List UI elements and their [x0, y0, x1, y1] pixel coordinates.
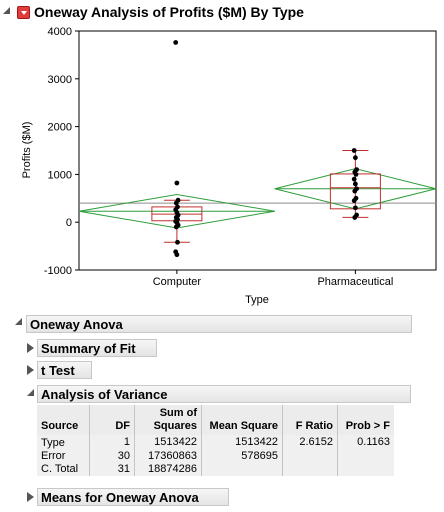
table-row: C. Total 31 18874286 [37, 463, 394, 476]
cell-ms [201, 463, 283, 476]
y-tick-label: 2000 [48, 122, 72, 134]
x-tick-label: Pharmaceutical [317, 276, 393, 288]
means-for-oneway-anova-title: Means for Oneway Anova [41, 489, 199, 505]
x-tick-label: Computer [153, 276, 202, 288]
data-point[interactable] [173, 40, 179, 45]
cell-ss: 1513422 [134, 435, 202, 450]
header-ss-line1: Sum of [159, 407, 197, 419]
cell-f [282, 463, 338, 476]
data-point[interactable] [173, 200, 179, 206]
summary-of-fit-title: Summary of Fit [41, 340, 136, 356]
analysis-of-variance-header[interactable]: Analysis of Variance [37, 385, 411, 403]
x-axis: Computer Pharmaceutical [153, 270, 393, 288]
data-point[interactable] [352, 188, 358, 194]
table-row: Error 30 17360863 578695 [37, 450, 394, 463]
cell-f: 2.6152 [282, 435, 338, 450]
oneway-anova-header[interactable]: Oneway Anova [26, 315, 412, 333]
y-tick-label: 1000 [48, 169, 72, 181]
anova-table-container: Source DF Sum of Squares Mean Square F R… [37, 405, 394, 476]
header-f-ratio: F Ratio [282, 405, 338, 435]
data-point[interactable] [351, 198, 357, 204]
report-disclosure-icon[interactable] [3, 7, 10, 14]
y-axis-label: Profits ($M) [21, 122, 33, 179]
header-sum-of-squares: Sum of Squares [134, 405, 202, 435]
red-triangle-menu-icon[interactable] [17, 6, 30, 19]
data-point[interactable] [351, 176, 357, 182]
t-test-title: t Test [41, 362, 75, 378]
y-tick-label: -1000 [44, 265, 72, 277]
oneway-anova-title: Oneway Anova [30, 316, 123, 332]
y-axis: -1000 0 1000 2000 3000 4000 [44, 26, 79, 277]
cell-df: 30 [89, 450, 135, 463]
means-disclosure-icon[interactable] [27, 492, 34, 502]
data-point[interactable] [174, 180, 180, 186]
y-tick-label: 3000 [48, 74, 72, 86]
anova-table: Source DF Sum of Squares Mean Square F R… [37, 405, 394, 476]
header-df: DF [89, 405, 135, 435]
data-point[interactable] [352, 215, 358, 220]
data-point[interactable] [351, 148, 357, 153]
header-prob-f: Prob > F [337, 405, 394, 435]
oneway-anova-disclosure-icon[interactable] [15, 318, 22, 325]
header-source: Source [37, 405, 90, 435]
cell-source: Error [37, 450, 90, 463]
data-point[interactable] [352, 181, 358, 187]
data-point[interactable] [175, 239, 180, 245]
header-mean-square: Mean Square [201, 405, 283, 435]
means-for-oneway-anova-header[interactable]: Means for Oneway Anova [37, 488, 229, 506]
cell-ss: 17360863 [134, 450, 202, 463]
x-axis-label: Type [245, 294, 269, 306]
t-test-disclosure-icon[interactable] [27, 365, 34, 375]
analysis-of-variance-disclosure-icon[interactable] [27, 389, 34, 396]
data-point[interactable] [173, 224, 179, 230]
cell-p: 0.1163 [337, 435, 394, 450]
oneway-chart[interactable]: -1000 0 1000 2000 3000 4000 Computer Pharmaceu… [0, 22, 444, 310]
table-row: Type 1 1513422 1513422 2.6152 0.1163 [37, 435, 394, 450]
plot-frame [78, 30, 437, 271]
data-point[interactable] [353, 172, 359, 177]
cell-source: C. Total [37, 463, 90, 476]
data-point[interactable] [352, 205, 358, 211]
cell-p [337, 450, 394, 463]
header-ss-line2: Squares [153, 420, 197, 432]
cell-ss: 18874286 [134, 463, 202, 476]
cell-f [282, 450, 338, 463]
report-title: Oneway Analysis of Profits ($M) By Type [34, 4, 304, 20]
data-point[interactable] [352, 155, 358, 161]
t-test-header[interactable]: t Test [37, 361, 92, 379]
analysis-of-variance-title: Analysis of Variance [41, 386, 168, 402]
cell-df: 1 [89, 435, 135, 450]
y-tick-label: 0 [66, 217, 72, 229]
data-point[interactable] [174, 252, 180, 258]
cell-p [337, 463, 394, 476]
summary-of-fit-disclosure-icon[interactable] [27, 343, 34, 353]
cell-ms: 1513422 [201, 435, 283, 450]
cell-df: 31 [89, 463, 135, 476]
summary-of-fit-header[interactable]: Summary of Fit [37, 339, 157, 357]
cell-ms: 578695 [201, 450, 283, 463]
cell-source: Type [37, 435, 90, 450]
y-tick-label: 4000 [48, 26, 72, 38]
